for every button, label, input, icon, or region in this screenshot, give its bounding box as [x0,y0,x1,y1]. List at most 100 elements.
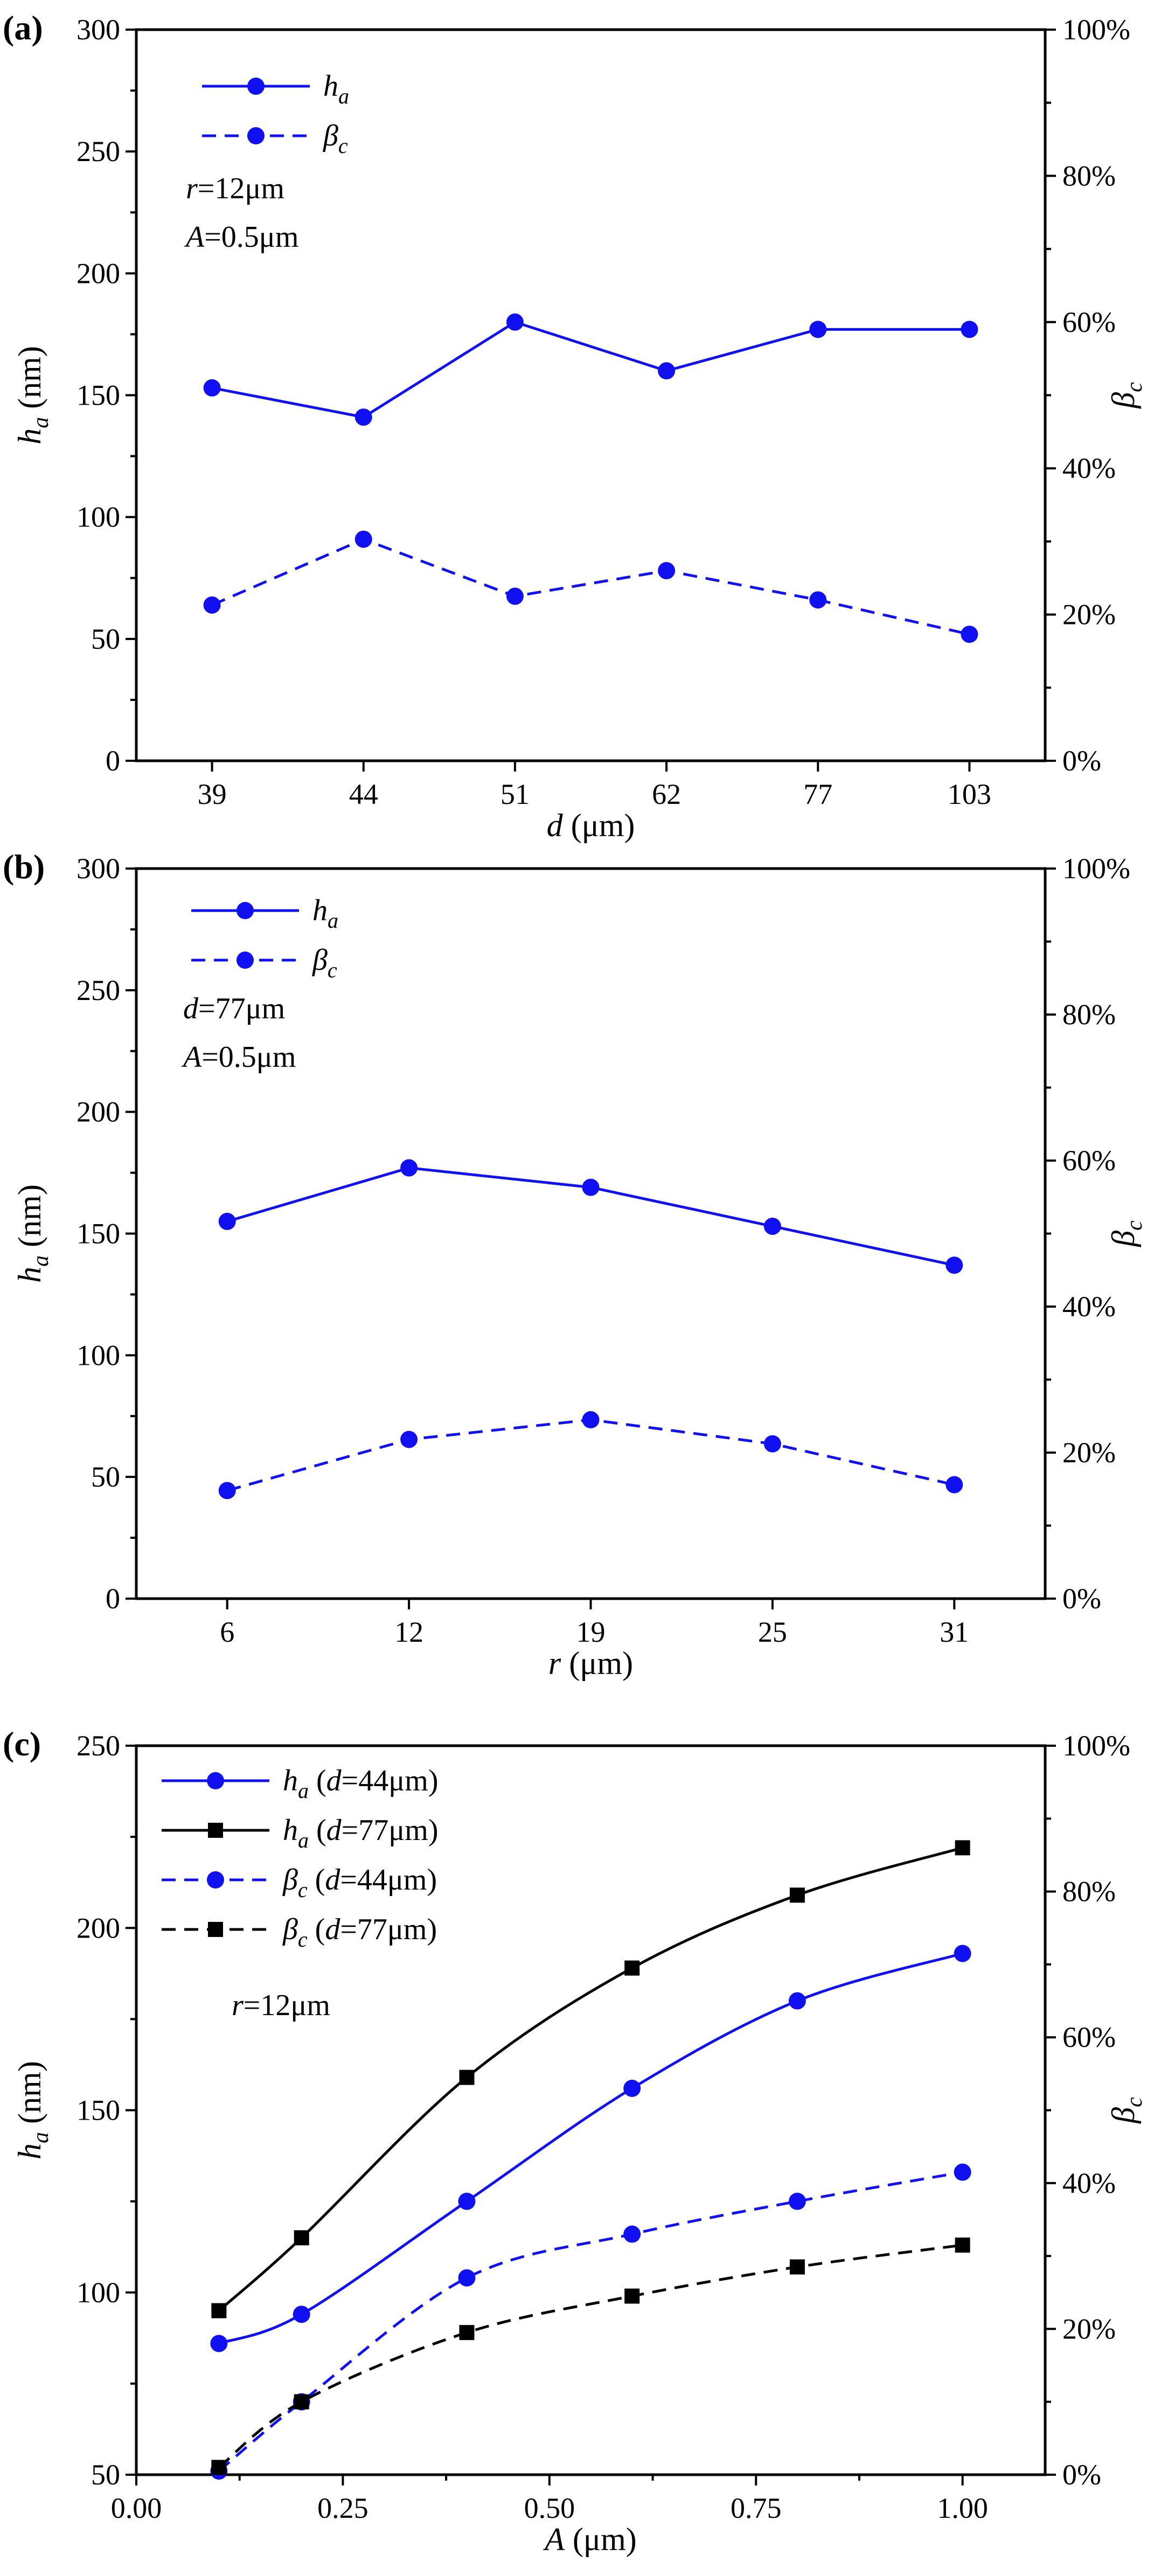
data-point [788,2192,806,2210]
y2-tick-label: 40% [1062,452,1116,484]
legend-label: βc [312,943,337,982]
data-point [961,626,978,643]
data-point [211,2303,227,2318]
series-line-3 [218,2171,963,2473]
data-point [458,2269,476,2287]
chart-panel-2: 0 50 100 150 200 250 300 0% 20% 40% 60% 80% 100% 6 12 1… [3,848,1147,1681]
legend-label: ha [312,894,338,933]
data-point [506,587,524,605]
y2-axis-label: βc [1106,382,1147,409]
data-point [354,530,372,548]
y-tick-label: 100 [77,2276,120,2309]
data-point [211,2460,227,2475]
data-point [294,2394,309,2410]
data-point [459,2325,475,2341]
data-point [624,2288,640,2304]
y2-tick-label: 100% [1062,1730,1130,1762]
y-tick-label: 250 [77,1730,120,1762]
data-point [789,2259,805,2275]
y2-tick-label: 0% [1062,1582,1101,1615]
series-line-2 [227,1418,955,1492]
legend-label: ha [323,70,349,108]
legend-label: βc (d=44μm) [282,1863,437,1902]
y-tick-label: 100 [77,1339,120,1371]
y-tick-label: 200 [77,1096,120,1128]
data-point [354,408,372,426]
y2-tick-label: 80% [1062,159,1116,192]
data-point [294,2230,309,2246]
data-point [809,591,827,609]
x-tick-label: 25 [758,1616,787,1648]
x-tick-label: 31 [940,1616,969,1648]
legend-marker [247,127,265,144]
y-tick-label: 250 [77,974,120,1006]
y2-tick-label: 60% [1062,306,1116,338]
x-tick-label: 39 [198,778,227,810]
legend-marker [247,78,265,95]
series-line-1 [218,1952,963,2345]
data-point [946,1256,963,1274]
legend-label: βc [323,119,348,158]
legend-marker [208,1922,223,1937]
panel-label: (a) [3,9,43,47]
x-axis-label: A (μm) [543,2522,636,2557]
y-tick-label: 150 [77,379,120,412]
panel-label: (c) [3,1725,41,1763]
y-tick-label: 150 [77,2094,120,2127]
data-point [623,2225,641,2243]
x-axis-label: d (μm) [547,808,635,843]
y2-tick-label: 20% [1062,2313,1116,2345]
plot-frame [135,1744,1047,2476]
annotation: A=0.5μm [184,220,298,254]
data-point [961,321,978,338]
y2-tick-label: 80% [1062,1876,1116,1908]
y-tick-label: 300 [77,852,120,885]
y-tick-label: 50 [91,2459,120,2491]
data-point [293,2306,310,2323]
data-point [458,2192,476,2210]
y2-axis-label: βc [1106,2097,1147,2124]
legend-label: ha (d=44μm) [283,1764,438,1803]
y-tick-label: 200 [77,1912,120,1944]
chart-panel-3: 50 100 150 200 250 0% 20% 40% 60% 80% 100% 0.00 0.25… [3,1725,1147,2557]
plot-frame [135,28,1047,762]
data-point [623,2079,641,2097]
series-line-4 [218,2244,963,2469]
y2-tick-label: 80% [1062,998,1116,1031]
data-point [809,321,827,338]
legend-marker [207,1772,224,1789]
y2-tick-label: 20% [1062,1436,1116,1469]
y-axis-label: ha (nm) [12,2061,53,2160]
x-tick-label: 0.75 [731,2492,782,2524]
annotation: A=0.5μm [181,1040,296,1074]
chart-panel-1: 0 50 100 150 200 250 300 0% 20% 40% 60% 80% 100% 39 44… [3,9,1147,843]
y-tick-label: 250 [77,135,120,168]
legend-marker [208,1823,223,1838]
data-point [946,1476,963,1494]
data-point [763,1435,781,1453]
x-tick-label: 1.00 [937,2492,988,2524]
y2-tick-label: 0% [1062,745,1101,777]
x-tick-label: 12 [394,1616,423,1648]
data-point [203,379,221,397]
x-tick-label: 44 [349,778,378,810]
data-point [788,1992,806,2010]
data-point [218,1482,236,1499]
y2-tick-label: 60% [1062,2021,1116,2053]
data-point [624,1960,640,1976]
data-point [955,2237,970,2253]
y-tick-label: 150 [77,1218,120,1250]
y2-tick-label: 100% [1062,13,1130,46]
data-point [400,1159,418,1177]
data-point [459,2070,475,2085]
data-point [954,2163,971,2181]
data-point [218,1212,236,1230]
y-tick-label: 100 [77,501,120,533]
y-tick-label: 50 [91,1461,120,1493]
y2-tick-label: 60% [1062,1144,1116,1177]
data-point [763,1217,781,1235]
x-tick-label: 51 [500,778,530,810]
y2-axis-label: βc [1106,1220,1147,1247]
annotation: r=12μm [232,1989,330,2022]
